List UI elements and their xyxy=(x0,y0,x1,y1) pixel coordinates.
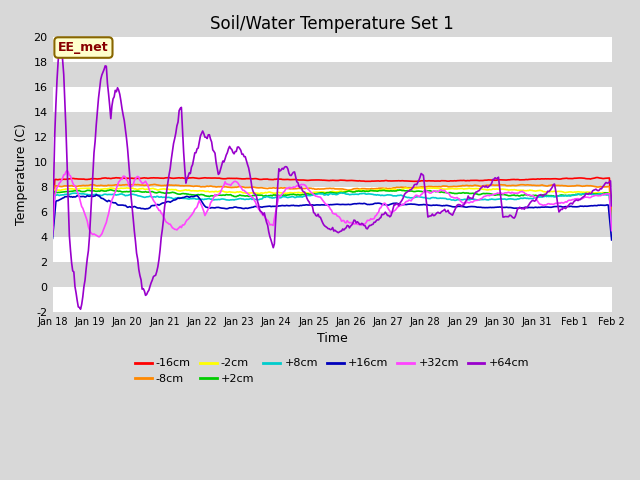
Legend: -16cm, -8cm, -2cm, +2cm, +8cm, +16cm, +32cm, +64cm: -16cm, -8cm, -2cm, +2cm, +8cm, +16cm, +3… xyxy=(131,354,534,388)
Bar xyxy=(52,137,612,162)
Title: Soil/Water Temperature Set 1: Soil/Water Temperature Set 1 xyxy=(210,15,454,33)
Text: EE_met: EE_met xyxy=(58,41,109,54)
Bar xyxy=(52,287,612,312)
Bar xyxy=(52,162,612,187)
Bar xyxy=(52,112,612,137)
Bar xyxy=(52,212,612,237)
Bar xyxy=(52,87,612,112)
Bar xyxy=(52,262,612,287)
Y-axis label: Temperature (C): Temperature (C) xyxy=(15,123,28,226)
X-axis label: Time: Time xyxy=(317,332,348,345)
Bar xyxy=(52,62,612,87)
Bar xyxy=(52,237,612,262)
Bar xyxy=(52,187,612,212)
Bar xyxy=(52,37,612,62)
